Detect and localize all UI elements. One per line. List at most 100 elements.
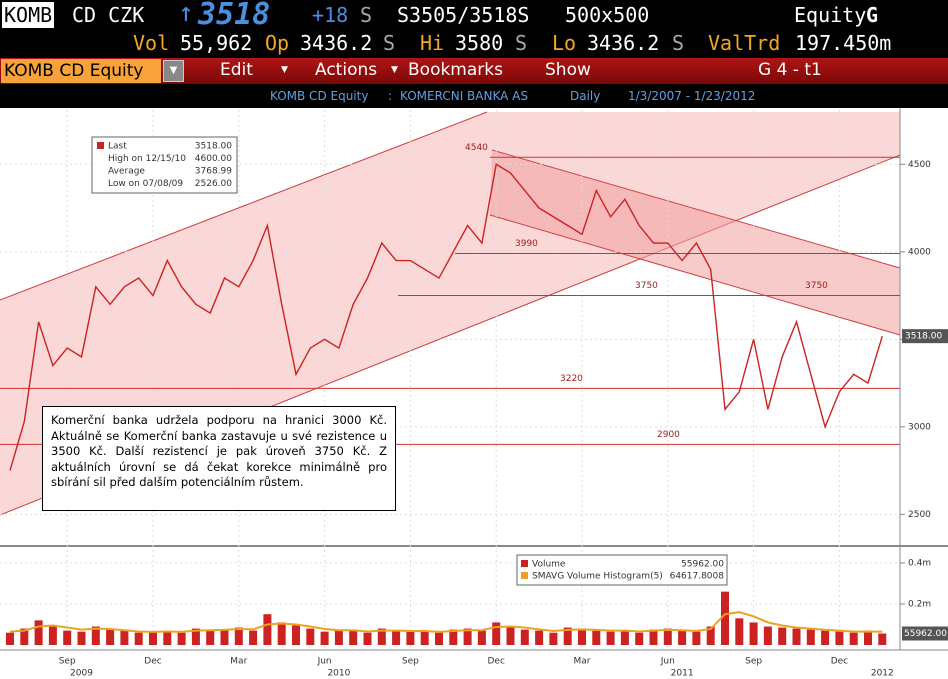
x-tick-label: Sep (745, 657, 762, 667)
legend-value: 4600.00 (195, 154, 232, 164)
x-year-label: 2011 (671, 669, 694, 679)
volume-bar (878, 633, 887, 645)
x-tick-label: Sep (59, 657, 76, 667)
dropdown-button[interactable]: ▼ (163, 60, 184, 82)
market: Equity (794, 3, 867, 27)
stat-source: S (515, 31, 528, 55)
stat-label: Lo (552, 31, 577, 55)
volume-bar (277, 622, 286, 645)
level-label: 3750 (805, 281, 828, 291)
stat-value: 197.450m (795, 31, 892, 55)
y-tick-label: 2500 (908, 510, 931, 520)
volume-bar (406, 631, 415, 645)
volume-bar (620, 630, 629, 645)
stat-label: Vol (133, 31, 170, 55)
volume-bar (349, 629, 358, 645)
price: 3518 (198, 0, 271, 32)
info-name: KOMERCNI BANKA AS (400, 89, 528, 103)
security-input[interactable]: KOMB CD Equity (1, 59, 161, 83)
volume-bar (77, 631, 86, 645)
legend-value: 64617.8008 (670, 572, 725, 582)
volume-bar (120, 630, 129, 645)
volume-bar (234, 627, 243, 645)
volume-bar (191, 628, 200, 645)
menu-actions[interactable]: Actions (315, 60, 378, 80)
ticker: KOMB (2, 2, 55, 28)
stat-label: Hi (420, 31, 445, 55)
size: 500x500 (565, 3, 650, 27)
volume-bar (549, 632, 558, 645)
volume-bar (721, 591, 729, 645)
volume-bar (220, 629, 229, 645)
stat-source: S (672, 31, 685, 55)
level-label: 4540 (465, 143, 488, 153)
volume-bar (134, 632, 143, 645)
volume-bar (163, 630, 172, 645)
volume-bar (449, 629, 458, 645)
volume-bar (563, 627, 572, 645)
legend-value: 3518.00 (195, 142, 232, 152)
x-year-label: 2010 (327, 669, 350, 679)
x-tick-label: Dec (144, 657, 161, 667)
x-tick-label: Jun (317, 657, 332, 667)
legend-label: Average (108, 167, 145, 177)
legend-label: Last (108, 142, 127, 152)
volume-bar (206, 630, 215, 645)
stat-source: S (383, 31, 396, 55)
toolbar: KOMB CD Equity ▼ Edit ▼ Actions ▼ Bookma… (0, 58, 948, 84)
stat-value: 3436.2 (300, 31, 373, 55)
function: G (866, 3, 879, 27)
y-tick-label: 4000 (908, 247, 931, 257)
volume-bar (420, 630, 429, 645)
level-label: 3990 (515, 239, 538, 249)
volume-bar (63, 630, 72, 645)
stat-label: ValTrd (708, 31, 781, 55)
volume-bar (520, 629, 529, 645)
level-label: 3750 (635, 281, 658, 291)
volume-bar (678, 630, 687, 645)
y-tick-label: 3500 (908, 335, 931, 345)
trend-line (491, 149, 901, 269)
volume-bar (106, 629, 115, 645)
legend-swatch (521, 560, 528, 567)
x-tick-label: Mar (230, 657, 247, 667)
volume-bar (263, 614, 272, 645)
info-bar: KOMB CD Equity : KOMERCNI BANKA AS Daily… (0, 84, 948, 108)
volume-bar (706, 626, 715, 645)
price-tag-label: 3518.00 (905, 332, 942, 342)
info-separator: : (388, 89, 393, 103)
volume-bar (735, 618, 744, 645)
volume-bar (435, 632, 443, 645)
volume-bar (763, 626, 772, 645)
volume-bar (377, 628, 386, 645)
legend-box (91, 136, 238, 194)
volume-bar (306, 628, 315, 645)
volume-bar (292, 625, 300, 645)
y-tick-label: 0.2m (908, 599, 931, 609)
menu-bookmarks[interactable]: Bookmarks (408, 60, 503, 80)
x-tick-label: Mar (574, 657, 591, 667)
legend-value: 3768.99 (195, 167, 232, 177)
x-tick-label: Sep (402, 657, 419, 667)
volume-bar (48, 626, 57, 645)
bid-ask: S3505/3518S (397, 3, 530, 27)
y-tick-label: 4500 (908, 160, 931, 170)
menu-edit[interactable]: Edit (220, 60, 253, 80)
falling-channel (490, 150, 900, 335)
page-label: G 4 - t1 (758, 60, 822, 80)
legend-label: Volume (532, 560, 566, 570)
y-tick-label: 0.4m (908, 558, 931, 568)
stat-value: 3580 (455, 31, 504, 55)
legend-value: 55962.00 (681, 560, 724, 570)
volume-bar (692, 631, 701, 645)
stat-label: Op (265, 31, 290, 55)
trend-line (489, 214, 901, 336)
volume-tag-label: 55962.00 (904, 629, 947, 639)
menu-show[interactable]: Show (545, 60, 591, 80)
volume-bar (91, 626, 100, 645)
price-tag (902, 329, 948, 344)
volume-bar (477, 630, 486, 645)
legend-label: SMAVG Volume Histogram(5) (532, 572, 663, 582)
legend-value: 2526.00 (195, 179, 232, 189)
volume-bar (592, 630, 601, 645)
